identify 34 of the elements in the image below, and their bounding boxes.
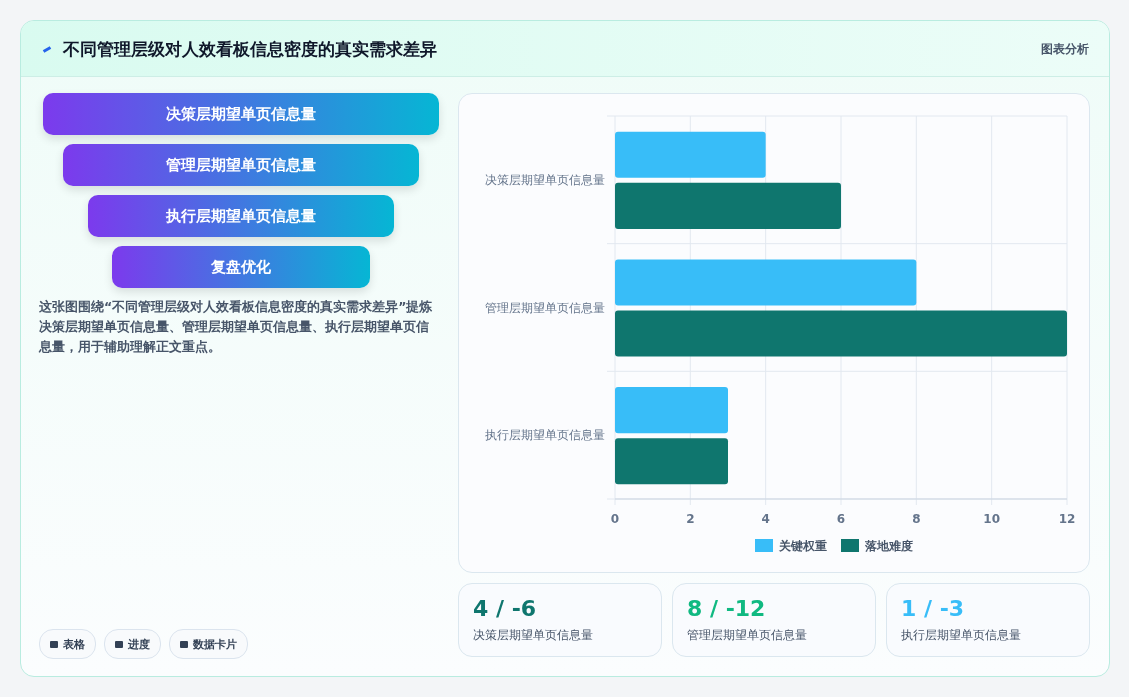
text: 进度: [128, 636, 150, 652]
y-tick-label: 执行层期望单页信息量: [485, 428, 605, 443]
text: 1 / -3: [901, 596, 965, 621]
bar: [615, 182, 841, 229]
text: 这张图围绕“不同管理层级对人效看板信息密度的真实需求差异”提炼决策层期望单页信息量、管理层期望单页信息量、执行层期望单页信息量，用于辅助理解正文重点。: [39, 298, 434, 356]
bar: [615, 131, 766, 178]
x-tick-label: 6: [836, 512, 846, 526]
text: 管理层期望单页信息量: [63, 144, 419, 186]
text: 决策层期望单页信息量: [43, 93, 439, 135]
bar: [615, 259, 917, 306]
legend-label: 关键权重: [778, 539, 827, 553]
text: 图表分析: [1041, 41, 1089, 58]
text: 不同管理层级对人效看板信息密度的真实需求差异: [63, 38, 437, 61]
bar: [615, 387, 728, 434]
x-tick-label: 8: [912, 512, 921, 526]
text: 复盘优化: [112, 246, 370, 288]
text: 执行层期望单页信息量: [901, 628, 1021, 643]
x-tick-label: 0: [610, 512, 620, 526]
text: 4 / -6: [473, 596, 537, 621]
text: 8 / -12: [687, 596, 766, 621]
y-tick-label: 管理层期望单页信息量: [485, 300, 605, 315]
x-tick-label: 10: [983, 512, 1001, 526]
bar: [615, 310, 1067, 357]
legend-label: 落地难度: [864, 539, 913, 553]
x-tick-label: 4: [761, 512, 770, 526]
bar: [615, 438, 728, 485]
text: 管理层期望单页信息量: [687, 628, 807, 643]
text: 表格: [63, 636, 85, 652]
x-tick-label: 2: [686, 512, 695, 526]
y-tick-label: 决策层期望单页信息量: [485, 172, 605, 187]
text: 执行层期望单页信息量: [88, 195, 394, 237]
text: 决策层期望单页信息量: [473, 628, 593, 643]
text: 数据卡片: [193, 636, 237, 652]
x-tick-label: 12: [1058, 512, 1076, 526]
